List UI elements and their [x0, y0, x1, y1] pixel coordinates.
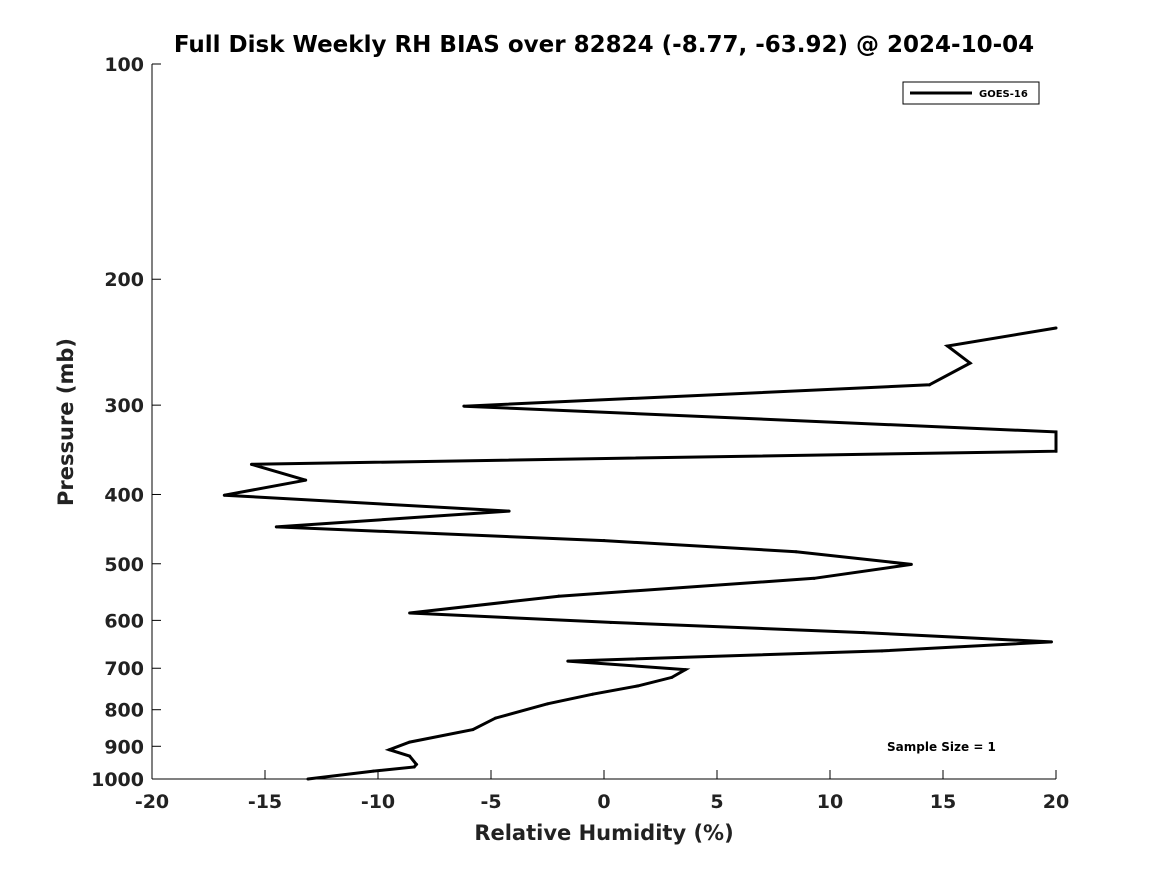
y-tick-label: 800: [104, 700, 144, 722]
x-tick-label: -20: [135, 791, 169, 813]
data-point: [507, 509, 511, 513]
sample-size-note: Sample Size = 1: [887, 740, 996, 754]
data-point: [494, 716, 498, 720]
data-point: [408, 611, 412, 615]
data-point: [222, 493, 226, 497]
x-tick-label: 5: [710, 791, 723, 813]
data-point: [683, 668, 687, 672]
data-point: [909, 562, 913, 566]
data-point: [249, 462, 253, 466]
data-point: [546, 702, 549, 706]
x-tick-label: -10: [361, 791, 395, 813]
data-point: [1049, 640, 1053, 644]
x-tick-label: 0: [597, 791, 610, 813]
data-point: [591, 692, 595, 696]
y-tick-label: 1000: [91, 769, 144, 791]
y-tick-label: 100: [104, 54, 144, 76]
data-point: [274, 525, 278, 529]
y-axis-label: Pressure (mb): [54, 338, 78, 506]
legend-label: GOES-16: [979, 89, 1028, 100]
y-tick-label: 400: [104, 484, 144, 506]
x-tick-label: 20: [1043, 791, 1069, 813]
x-tick-label: -5: [480, 791, 501, 813]
data-point: [412, 765, 416, 769]
y-tick-label: 700: [104, 658, 144, 680]
y-tick-label: 200: [104, 269, 144, 291]
data-point: [946, 344, 950, 348]
data-point: [602, 539, 606, 543]
data-point: [880, 649, 884, 653]
series-points: [222, 326, 1058, 781]
data-point: [670, 675, 674, 679]
series-line-goes-16: [224, 326, 1058, 781]
data-point: [557, 594, 561, 598]
data-point: [304, 478, 308, 482]
data-point: [812, 576, 816, 580]
data-point: [636, 684, 640, 688]
y-tick-label: 900: [104, 736, 144, 758]
axes-frame: [151, 64, 1056, 780]
y-ticks: 100 200 300 400 500 600 700 800 900 1000: [91, 54, 161, 791]
data-point: [1054, 430, 1058, 434]
data-point: [414, 762, 418, 766]
legend: GOES-16: [902, 81, 1040, 105]
data-point: [968, 361, 972, 365]
data-point: [794, 550, 798, 554]
x-tick-label: -15: [248, 791, 282, 813]
y-tick-label: 600: [104, 610, 144, 632]
x-tick-label: 15: [930, 791, 956, 813]
x-tick-label: 10: [817, 791, 843, 813]
data-point: [1054, 449, 1058, 453]
data-point: [609, 620, 613, 624]
data-point: [471, 728, 475, 732]
data-point: [1054, 326, 1058, 330]
data-point: [566, 659, 570, 663]
data-point: [408, 754, 412, 758]
data-point: [927, 383, 931, 387]
data-point: [387, 748, 391, 752]
data-point: [862, 631, 866, 635]
x-axis-label: Relative Humidity (%): [474, 821, 733, 845]
data-point: [306, 777, 310, 781]
y-tick-label: 300: [104, 395, 144, 417]
y-tick-label: 500: [104, 554, 144, 576]
chart-title: Full Disk Weekly RH BIAS over 82824 (-8.…: [174, 32, 1034, 58]
data-point: [408, 740, 412, 744]
data-point: [371, 769, 375, 773]
x-ticks: -20 -15 -10 -5 0 5 10 15 20: [135, 770, 1069, 813]
data-point: [462, 404, 466, 408]
